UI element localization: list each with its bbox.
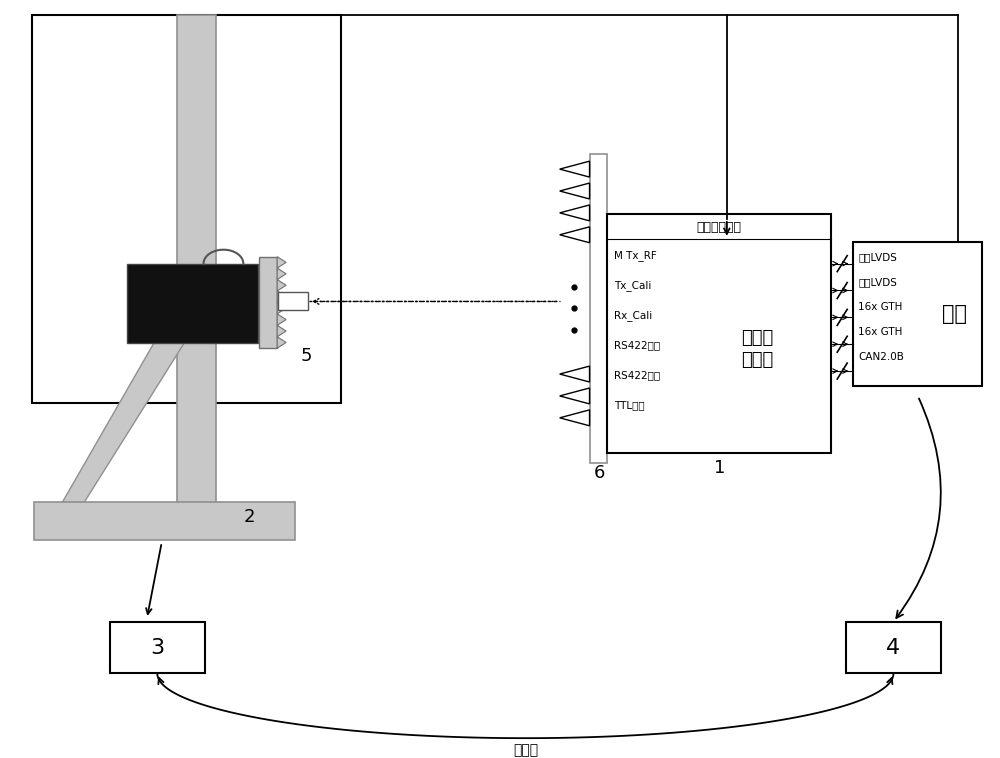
Bar	[110, 622, 205, 674]
Bar	[607, 214, 831, 453]
Text: 16x GTH: 16x GTH	[858, 302, 903, 312]
Text: 5: 5	[300, 347, 312, 365]
Bar	[853, 242, 982, 386]
Polygon shape	[560, 161, 590, 177]
Polygon shape	[560, 410, 590, 426]
Text: 公共接收通道: 公共接收通道	[697, 221, 742, 234]
Text: RS422电压: RS422电压	[614, 370, 661, 380]
Text: 化天线: 化天线	[741, 351, 774, 369]
Text: Rx_Cali: Rx_Cali	[614, 310, 653, 321]
Text: RS422上电: RS422上电	[614, 340, 661, 350]
Bar	[590, 154, 607, 462]
Text: 3: 3	[150, 637, 164, 658]
Text: 同步LVDS: 同步LVDS	[858, 252, 897, 263]
Text: CAN2.0B: CAN2.0B	[858, 352, 904, 362]
Text: 全数字: 全数字	[741, 329, 774, 347]
Bar	[32, 15, 341, 403]
Bar	[278, 293, 308, 310]
Polygon shape	[560, 183, 590, 199]
Polygon shape	[62, 303, 197, 503]
Text: M Tx_RF: M Tx_RF	[614, 250, 657, 261]
Text: 异步LVDS: 异步LVDS	[858, 277, 897, 287]
Text: 16x GTH: 16x GTH	[858, 327, 903, 337]
Polygon shape	[277, 257, 286, 268]
Polygon shape	[560, 205, 590, 221]
Text: TTL温度: TTL温度	[614, 400, 645, 410]
Polygon shape	[277, 291, 286, 302]
Polygon shape	[277, 268, 286, 280]
Text: 1: 1	[714, 459, 725, 477]
Bar	[259, 257, 277, 348]
Text: 2: 2	[244, 509, 255, 526]
Polygon shape	[277, 337, 286, 348]
Polygon shape	[277, 302, 286, 314]
Polygon shape	[560, 227, 590, 243]
Text: 地检: 地检	[942, 304, 967, 324]
Text: 万维网: 万维网	[513, 743, 538, 757]
Polygon shape	[277, 325, 286, 337]
Bar	[846, 622, 941, 674]
Text: 4: 4	[886, 637, 901, 658]
Bar	[177, 15, 216, 522]
Text: 6: 6	[594, 464, 605, 481]
Polygon shape	[560, 388, 590, 404]
Polygon shape	[560, 366, 590, 382]
Polygon shape	[277, 280, 286, 291]
Bar	[34, 503, 295, 540]
Text: Tx_Cali: Tx_Cali	[614, 280, 652, 291]
Polygon shape	[277, 314, 286, 325]
Bar	[127, 264, 258, 343]
